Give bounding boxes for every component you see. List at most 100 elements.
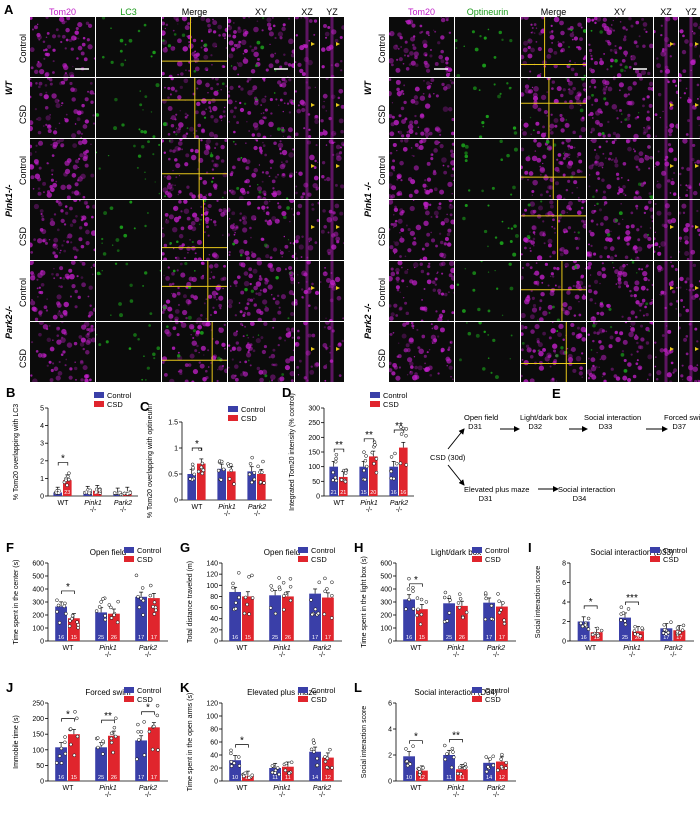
a-tile-r2-c0: [30, 139, 95, 199]
y-tick-label: 100: [206, 714, 218, 721]
data-point: [310, 598, 313, 601]
data-point: [66, 484, 69, 487]
data-point: [418, 768, 421, 771]
data-point: [64, 479, 67, 482]
significance-label: *: [589, 597, 593, 608]
category-label: WT: [58, 500, 70, 507]
o-tile-texture: [587, 139, 653, 199]
legend-label-csd: CSD: [383, 400, 399, 409]
category-label: -/-: [105, 792, 112, 799]
category-label: Park2: [487, 645, 505, 652]
a-tile-texture: [30, 139, 95, 199]
data-point: [448, 611, 451, 614]
o-tile-r2-c1: [455, 139, 520, 199]
n-label: 26: [459, 635, 465, 641]
data-point: [365, 454, 368, 457]
y-tick-label: 300: [32, 600, 44, 607]
data-point: [335, 453, 338, 456]
significance-label: *: [414, 575, 418, 586]
category-label: -/-: [366, 507, 373, 514]
y-tick-label: 200: [32, 716, 44, 723]
data-point: [149, 594, 152, 597]
o-tile-texture: [521, 261, 586, 321]
data-point: [276, 766, 279, 769]
o-tile-r0-c2: [521, 17, 586, 77]
data-point: [282, 608, 285, 611]
a-col-header-3: XY: [228, 7, 294, 17]
data-point: [154, 609, 157, 612]
o-tile-r2-c5: [679, 139, 700, 199]
legend-swatch-control: [298, 547, 308, 553]
o-tile-texture: [679, 17, 700, 77]
data-point: [137, 730, 140, 733]
a-tile-texture: [30, 78, 95, 138]
data-point: [501, 601, 504, 604]
data-point: [137, 595, 140, 598]
a-tile-r2-c3: [228, 139, 294, 199]
category-label: Pink1: [360, 500, 378, 507]
data-point: [259, 480, 262, 483]
n-label: 16: [58, 635, 64, 641]
data-point: [75, 717, 78, 720]
data-point: [250, 481, 253, 484]
n-label: 17: [138, 635, 144, 641]
category-label: -/-: [396, 507, 403, 514]
y-tick-label: 500: [380, 574, 392, 581]
data-point: [116, 621, 119, 624]
o-tile-r5-c1: [455, 322, 520, 382]
data-point: [496, 769, 499, 772]
a-tile-texture: [295, 322, 319, 382]
significance-label: **: [365, 430, 373, 441]
a-tile-r0-c4: [295, 17, 319, 77]
data-point: [96, 737, 99, 740]
a-tile-r1-c0: [30, 78, 95, 138]
data-point: [271, 588, 274, 591]
data-point: [663, 623, 666, 626]
a-col-header-5: YZ: [320, 7, 344, 17]
a-tile-r4-c0: [30, 261, 95, 321]
y-tick-label: 2: [40, 458, 44, 465]
data-point: [230, 469, 233, 472]
panel-a-micrographs: [30, 17, 339, 380]
o-tile-texture: [587, 200, 653, 260]
a-condition-label: CSD: [18, 105, 28, 124]
data-point: [58, 755, 61, 758]
o-tile-r0-c4: [654, 17, 678, 77]
a-tile-r0-c3: [228, 17, 294, 77]
data-point: [364, 478, 367, 481]
a-tile-r2-c2: [162, 139, 227, 199]
data-point: [274, 771, 277, 774]
n-label: 16: [391, 490, 397, 496]
data-point: [452, 756, 455, 759]
y-tick-label: 400: [32, 587, 44, 594]
significance-label: *: [66, 710, 70, 721]
o-tile-texture: [521, 78, 586, 138]
data-point: [284, 769, 287, 772]
data-point: [289, 599, 292, 602]
data-point: [416, 597, 419, 600]
o-tile-r0-c1: [455, 17, 520, 77]
data-point: [237, 571, 240, 574]
y-tick-label: 500: [32, 574, 44, 581]
legend-label-csd: CSD: [663, 555, 679, 564]
n-label: 25: [98, 775, 104, 781]
category-label: Park2: [390, 500, 408, 507]
data-point: [201, 472, 204, 475]
category-label: -/-: [493, 652, 500, 659]
category-label: Park2: [248, 504, 266, 511]
category-label: WT: [585, 645, 597, 652]
data-point: [312, 739, 315, 742]
category-label: Park2: [114, 500, 132, 507]
data-point: [682, 624, 685, 627]
data-point: [318, 581, 321, 584]
legend-label-csd: CSD: [137, 555, 153, 564]
data-point: [135, 574, 138, 577]
data-point: [110, 737, 113, 740]
y-tick-label: 0.5: [168, 472, 178, 479]
data-point: [237, 755, 240, 758]
data-point: [334, 476, 337, 479]
category-label: -/-: [145, 652, 152, 659]
data-point: [67, 472, 70, 475]
